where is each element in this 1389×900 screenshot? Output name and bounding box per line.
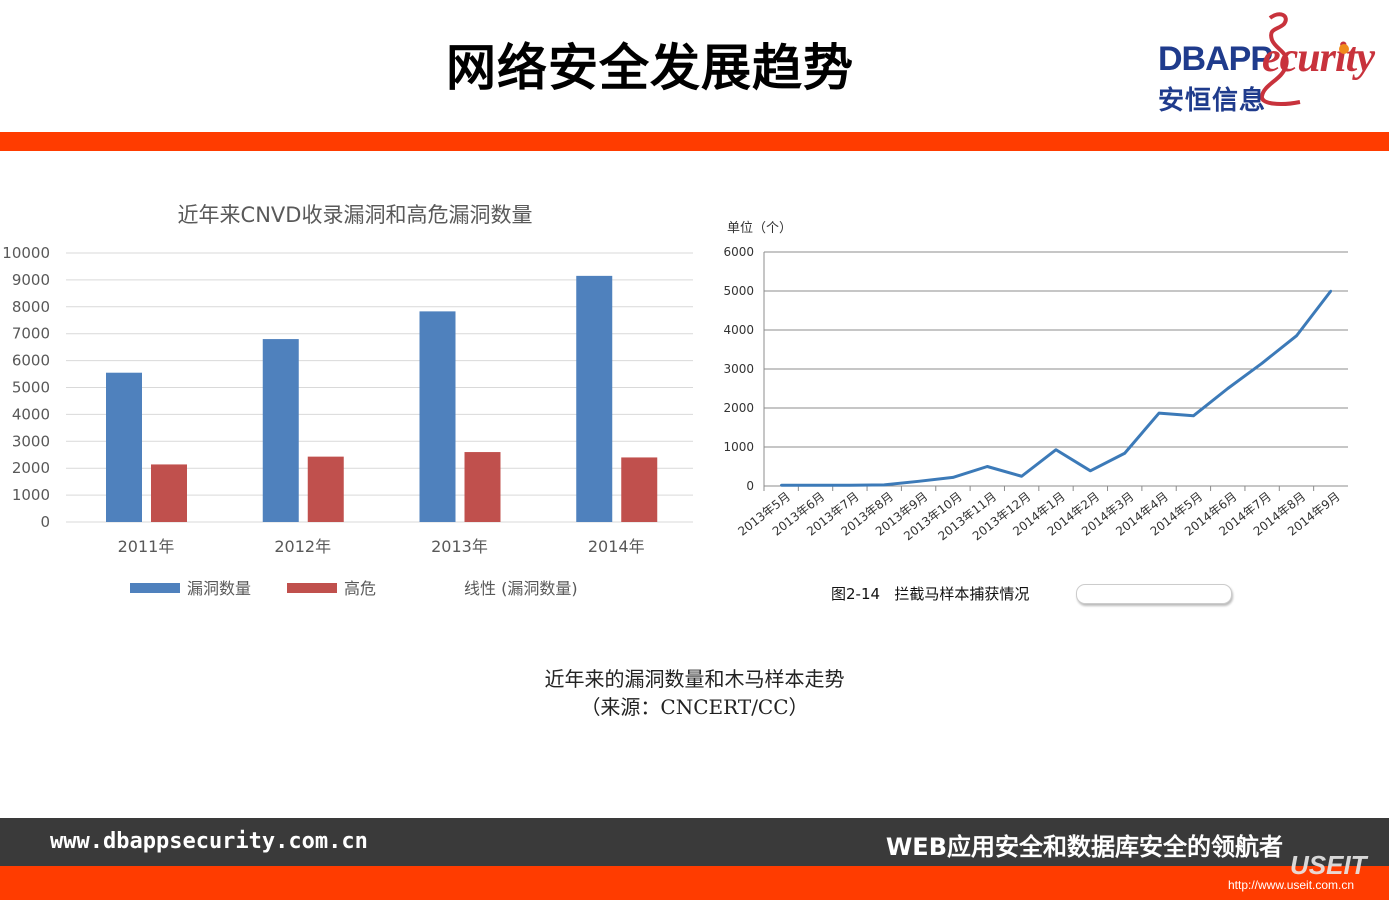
chart2-series-line xyxy=(781,290,1333,487)
chart2-ytick-label: 6000 xyxy=(723,245,754,259)
chart2-caption-row: 图2-14 拦截马样本捕获情况 xyxy=(831,585,1029,603)
caption-input-box xyxy=(1076,584,1232,604)
chart2-point xyxy=(1020,475,1023,478)
chart1-bar-high xyxy=(464,452,501,522)
chart2-caption-text: 图2-14 拦截马样本捕获情况 xyxy=(831,585,1029,603)
chart1-ytick-label: 6000 xyxy=(12,352,50,370)
legend-label-trend: 线性 (漏洞数量) xyxy=(464,579,578,598)
chart1-ytick-label: 0 xyxy=(40,513,50,531)
vulnerability-bar-chart: 近年来CNVD收录漏洞和高危漏洞数量 0 1000 2000 3000 4000 5000… xyxy=(2,203,693,598)
chart1-bar-vulns xyxy=(106,372,142,522)
chart1-legend: 漏洞数量 高危 线性 (漏洞数量) xyxy=(130,579,578,598)
chart2-ytick-label: 3000 xyxy=(723,362,754,376)
chart1-bar-vulns xyxy=(419,311,456,522)
caption-line-1: 近年来的漏洞数量和木马样本走势 xyxy=(544,667,845,691)
chart2-point xyxy=(1295,334,1298,338)
chart1-bar-vulns xyxy=(576,275,613,522)
chart1-ytick-label: 2000 xyxy=(12,459,50,477)
watermark-logo: USEIT xyxy=(1290,850,1367,880)
chart2-unit-label: 单位（个） xyxy=(727,221,792,236)
chart2-point xyxy=(951,476,955,479)
chart2-point xyxy=(883,483,886,487)
header-divider-bar xyxy=(0,132,1389,151)
chart2-point xyxy=(986,465,989,468)
chart1-xtick-label: 2014年 xyxy=(588,537,645,556)
chart1-ytick-label: 5000 xyxy=(12,379,50,397)
caption-line-2: （来源：CNCERT/CC） xyxy=(580,695,809,719)
legend-swatch-vulns xyxy=(130,583,180,593)
slide-caption: 近年来的漏洞数量和木马样本走势 （来源：CNCERT/CC） xyxy=(0,665,1389,721)
footer-accent-bar xyxy=(0,866,1389,900)
logo-brand: DBAPP xyxy=(1158,40,1273,78)
chart2-point xyxy=(1054,448,1058,451)
legend-label-high: 高危 xyxy=(344,579,376,598)
chart1-bar-high xyxy=(307,456,344,522)
chart2-point xyxy=(1226,387,1229,390)
chart1-ytick-label: 10000 xyxy=(2,244,50,262)
chart1-ytick-label: 1000 xyxy=(12,486,50,504)
chart2-point xyxy=(1192,414,1195,417)
chart1-ytick-label: 7000 xyxy=(12,325,50,343)
chart2-point xyxy=(1123,452,1126,455)
watermark-url: http://www.useit.com.cn xyxy=(1228,878,1355,892)
chart1-xtick-label: 2012年 xyxy=(274,537,331,556)
chart1-ytick-label: 8000 xyxy=(12,298,50,316)
logo-chinese-name: 安恒信息 xyxy=(1158,86,1267,116)
logo-security: ecurity xyxy=(1262,35,1375,81)
chart2-point xyxy=(917,480,920,483)
footer-url: www.dbappsecurity.com.cn xyxy=(50,829,368,854)
chart1-xtick-label: 2013年 xyxy=(431,537,488,556)
chart1-xtick-label: 2011年 xyxy=(118,537,175,556)
chart2-point xyxy=(1329,289,1333,293)
dragon-emblem-icon xyxy=(1260,12,1301,106)
chart2-ytick-label: 5000 xyxy=(723,284,754,298)
chart2-point xyxy=(1089,469,1092,472)
chart1-ytick-label: 4000 xyxy=(12,405,50,423)
logo-dot-icon xyxy=(1339,44,1349,54)
chart1-title: 近年来CNVD收录漏洞和高危漏洞数量 xyxy=(178,203,533,227)
chart1-bar-high xyxy=(151,464,187,522)
chart2-point xyxy=(848,484,852,487)
company-logo: DBAPP ecurity 安恒信息 xyxy=(1150,10,1385,120)
chart2-point xyxy=(779,484,783,487)
chart1-ytick-label: 9000 xyxy=(12,271,50,289)
chart2-ytick-label: 1000 xyxy=(723,440,754,454)
legend-label-vulns: 漏洞数量 xyxy=(187,579,251,598)
chart2-ytick-label: 2000 xyxy=(723,401,754,415)
chart2-point xyxy=(1260,361,1264,365)
chart2-point xyxy=(814,484,817,487)
chart2-point xyxy=(1157,411,1161,415)
chart2-ytick-label: 4000 xyxy=(723,323,754,337)
footer-bar xyxy=(0,818,1389,866)
chart1-ytick-label: 3000 xyxy=(12,432,50,450)
chart2-ytick-label: 0 xyxy=(746,479,754,493)
chart1-bar-vulns xyxy=(262,339,299,522)
legend-swatch-high xyxy=(287,583,337,593)
chart1-bar-high xyxy=(621,457,658,522)
page-title: 网络安全发展趋势 xyxy=(446,39,854,97)
footer-slogan: WEB应用安全和数据库安全的领航者 xyxy=(885,833,1283,861)
